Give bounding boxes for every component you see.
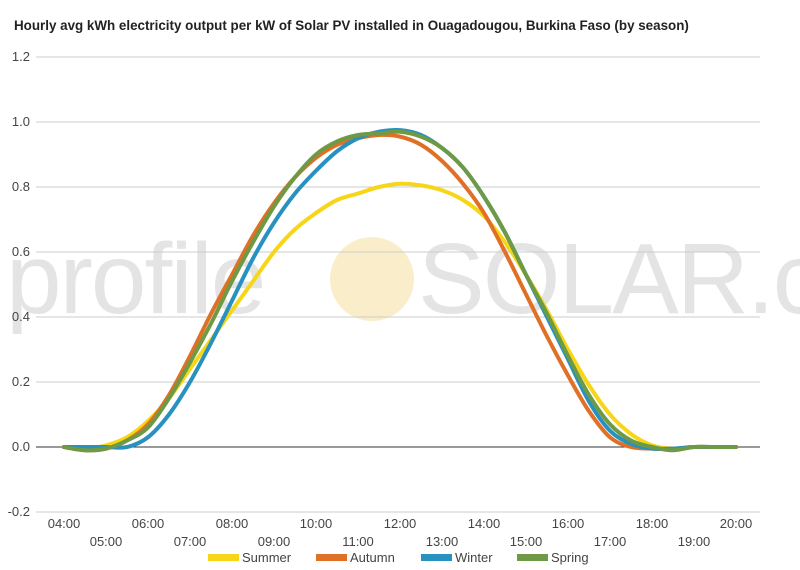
y-tick-label: 1.0 xyxy=(12,114,30,129)
legend-swatch xyxy=(208,554,239,561)
x-tick-label: 16:00 xyxy=(552,516,585,531)
x-tick-label: 11:00 xyxy=(342,534,374,549)
y-tick-label: 0.6 xyxy=(12,244,30,259)
legend: Summer Autumn Winter Spring xyxy=(208,550,589,565)
legend-swatch xyxy=(316,554,347,561)
watermark: profile SOLAR.com xyxy=(6,223,800,335)
x-tick-label: 15:00 xyxy=(510,534,543,549)
x-tick-label: 14:00 xyxy=(468,516,501,531)
legend-label: Summer xyxy=(242,550,292,565)
chart-title: Hourly avg kWh electricity output per kW… xyxy=(14,18,689,33)
legend-item-autumn[interactable]: Autumn xyxy=(316,550,395,565)
y-tick-label: 0.0 xyxy=(12,439,30,454)
legend-item-summer[interactable]: Summer xyxy=(208,550,292,565)
x-tick-label: 20:00 xyxy=(720,516,753,531)
x-tick-label: 17:00 xyxy=(594,534,627,549)
legend-swatch xyxy=(421,554,452,561)
legend-item-winter[interactable]: Winter xyxy=(421,550,493,565)
x-tick-label: 04:00 xyxy=(48,516,81,531)
x-tick-label: 08:00 xyxy=(216,516,249,531)
watermark-sun-icon xyxy=(330,237,414,321)
legend-item-spring[interactable]: Spring xyxy=(517,550,589,565)
legend-label: Spring xyxy=(551,550,589,565)
x-tick-label: 10:00 xyxy=(300,516,333,531)
watermark-text-right: SOLAR.com xyxy=(418,223,800,335)
x-axis: 04:00 05:00 06:00 07:00 08:00 09:00 10:00 11:00… xyxy=(48,516,753,549)
series-line-spring xyxy=(62,129,738,453)
y-tick-label: 0.4 xyxy=(12,309,30,324)
series-lines xyxy=(62,127,738,453)
x-tick-label: 18:00 xyxy=(636,516,669,531)
x-tick-label: 19:00 xyxy=(678,534,711,549)
x-tick-label: 07:00 xyxy=(174,534,207,549)
x-tick-label: 09:00 xyxy=(258,534,291,549)
y-tick-label: -0.2 xyxy=(8,504,30,519)
x-tick-label: 13:00 xyxy=(426,534,459,549)
x-tick-label: 06:00 xyxy=(132,516,165,531)
y-tick-label: 1.2 xyxy=(12,49,30,64)
gridlines xyxy=(36,56,760,513)
legend-label: Autumn xyxy=(350,550,395,565)
y-tick-label: 0.2 xyxy=(12,374,30,389)
y-tick-label: 0.8 xyxy=(12,179,30,194)
x-tick-label: 12:00 xyxy=(384,516,417,531)
legend-label: Winter xyxy=(455,550,493,565)
legend-swatch xyxy=(517,554,548,561)
x-tick-label: 05:00 xyxy=(90,534,123,549)
y-axis: -0.2 0.0 0.2 0.4 0.6 0.8 1.0 1.2 xyxy=(8,49,30,519)
